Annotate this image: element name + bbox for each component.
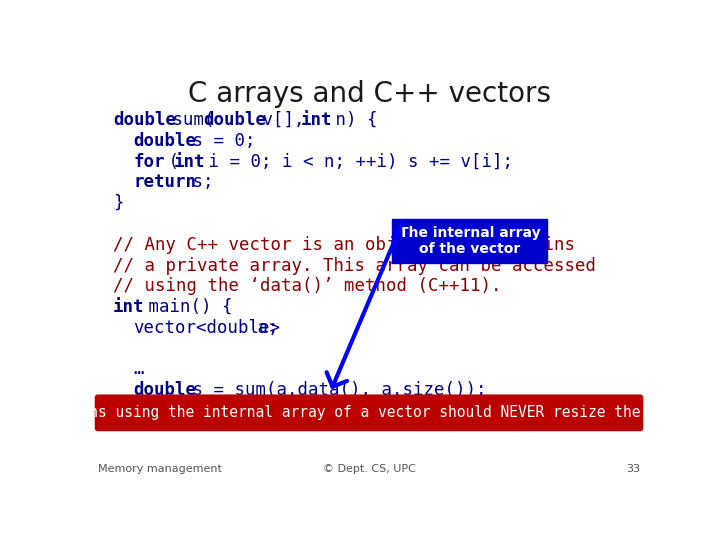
Text: }: }: [113, 402, 124, 420]
Text: }: }: [113, 194, 124, 212]
Text: s = 0;: s = 0;: [182, 132, 256, 150]
Text: 33: 33: [626, 464, 640, 475]
Text: n) {: n) {: [325, 111, 377, 129]
Text: s = sum(a.data(), a.size());: s = sum(a.data(), a.size());: [182, 381, 487, 399]
Text: sum(: sum(: [162, 111, 215, 129]
Text: …: …: [133, 361, 144, 379]
Text: Functions using the internal array of a vector should NEVER resize the array !: Functions using the internal array of a …: [28, 406, 710, 420]
Text: // using the ‘data()’ method (C++11).: // using the ‘data()’ method (C++11).: [113, 278, 502, 295]
Text: int: int: [300, 111, 332, 129]
Text: return: return: [133, 173, 197, 191]
FancyBboxPatch shape: [392, 219, 547, 264]
Text: vector<double>: vector<double>: [133, 319, 280, 337]
Text: double: double: [133, 381, 197, 399]
Text: Memory management: Memory management: [98, 464, 222, 475]
Text: i = 0; i < n; ++i) s += v[i];: i = 0; i < n; ++i) s += v[i];: [199, 153, 513, 171]
Text: main() {: main() {: [138, 298, 232, 316]
Text: C arrays and C++ vectors: C arrays and C++ vectors: [187, 80, 551, 108]
Text: int: int: [113, 298, 145, 316]
Text: s;: s;: [182, 173, 214, 191]
FancyBboxPatch shape: [96, 395, 642, 430]
Text: (: (: [158, 153, 179, 171]
Text: for: for: [133, 153, 165, 171]
Text: double: double: [203, 111, 266, 129]
Text: a;: a;: [248, 319, 279, 337]
Text: double: double: [113, 111, 176, 129]
Text: // a private array. This array can be accessed: // a private array. This array can be ac…: [113, 256, 596, 274]
Text: // Any C++ vector is an object that contains: // Any C++ vector is an object that cont…: [113, 236, 575, 254]
Text: double: double: [133, 132, 197, 150]
Text: int: int: [174, 153, 206, 171]
FancyArrowPatch shape: [327, 221, 402, 387]
Text: v[],: v[],: [251, 111, 315, 129]
Text: © Dept. CS, UPC: © Dept. CS, UPC: [323, 464, 415, 475]
Text: The internal array
of the vector: The internal array of the vector: [399, 226, 541, 256]
